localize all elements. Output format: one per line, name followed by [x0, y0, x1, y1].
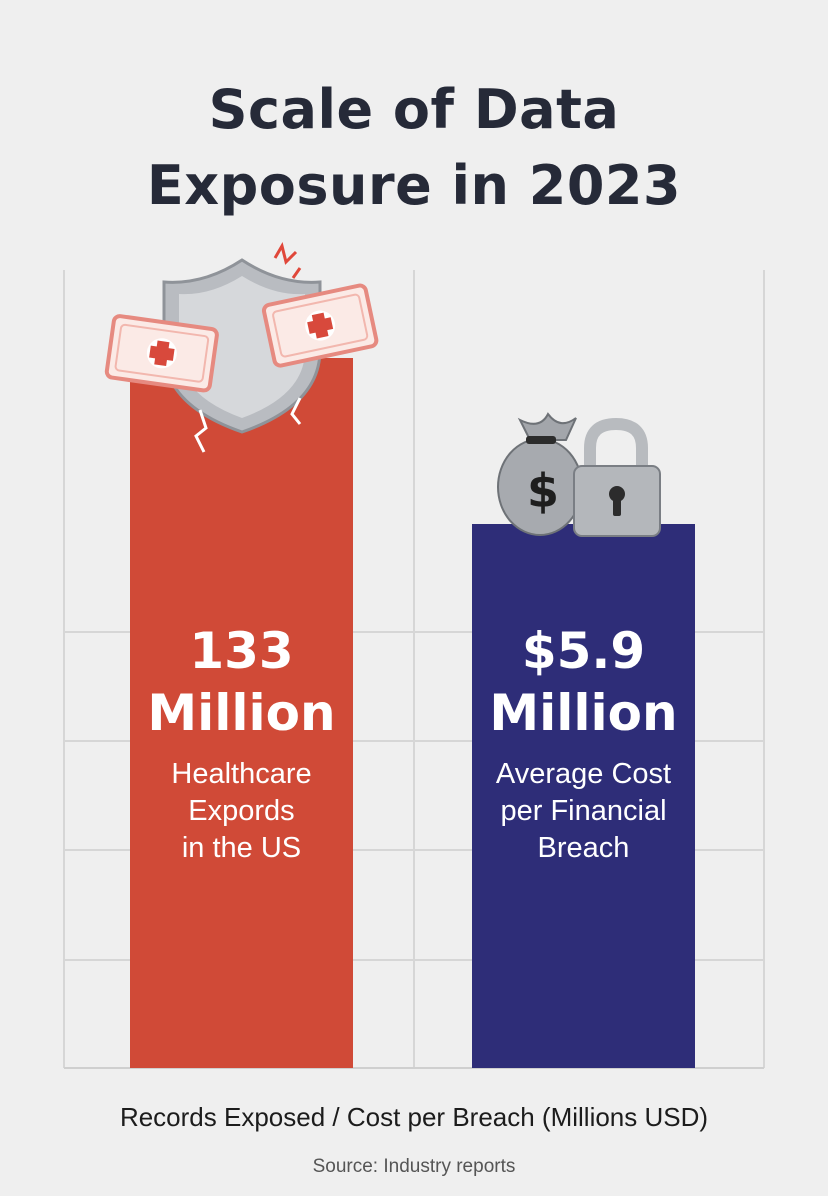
- bar-financial-breach-cost: [472, 524, 695, 1068]
- bar-category-label: Healthcare Expords in the US: [130, 756, 353, 867]
- x-axis-label: Records Exposed / Cost per Breach (Milli…: [119, 1102, 709, 1132]
- bar-healthcare-records: [130, 358, 353, 1068]
- category-label-line: per Financial: [500, 795, 667, 827]
- category-label-line: Expords: [188, 795, 295, 827]
- svg-text:$: $: [527, 464, 559, 518]
- category-label-line: Healthcare: [171, 758, 312, 790]
- category-label-line: in the US: [181, 832, 302, 864]
- chart-title-line-2: Exposure in 2023: [146, 154, 682, 217]
- bar-category-label: Average Cost per Financial Breach: [472, 756, 695, 867]
- shield-with-cracked-medical-records-icon: [104, 242, 379, 453]
- category-label-line: Breach: [537, 832, 630, 864]
- value-label-line: Million: [147, 684, 336, 742]
- value-label-line: $5.9: [521, 622, 646, 680]
- chart-bars: [130, 358, 695, 1068]
- chart-title: Scale of Data Exposure in 2023: [0, 72, 828, 224]
- bar-label-financial: $5.9 Million Average Cost per Financial …: [472, 620, 695, 867]
- category-label-line: Average Cost: [495, 758, 672, 790]
- bar-label-healthcare: 133 Million Healthcare Expords in the US: [130, 620, 353, 867]
- bar-value-label: $5.9 Million: [472, 620, 695, 744]
- money-bag-and-padlock-icon: $: [497, 412, 661, 537]
- chart-title-line-1: Scale of Data: [208, 78, 620, 141]
- value-label-line: 133: [189, 622, 294, 680]
- source-note: Source: Industry reports: [312, 1156, 516, 1177]
- value-label-line: Million: [489, 684, 678, 742]
- bar-value-label: 133 Million: [130, 620, 353, 744]
